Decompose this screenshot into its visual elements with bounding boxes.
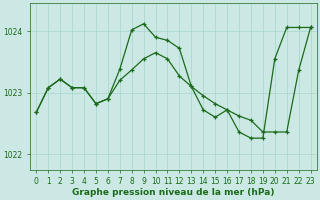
X-axis label: Graphe pression niveau de la mer (hPa): Graphe pression niveau de la mer (hPa) — [72, 188, 275, 197]
